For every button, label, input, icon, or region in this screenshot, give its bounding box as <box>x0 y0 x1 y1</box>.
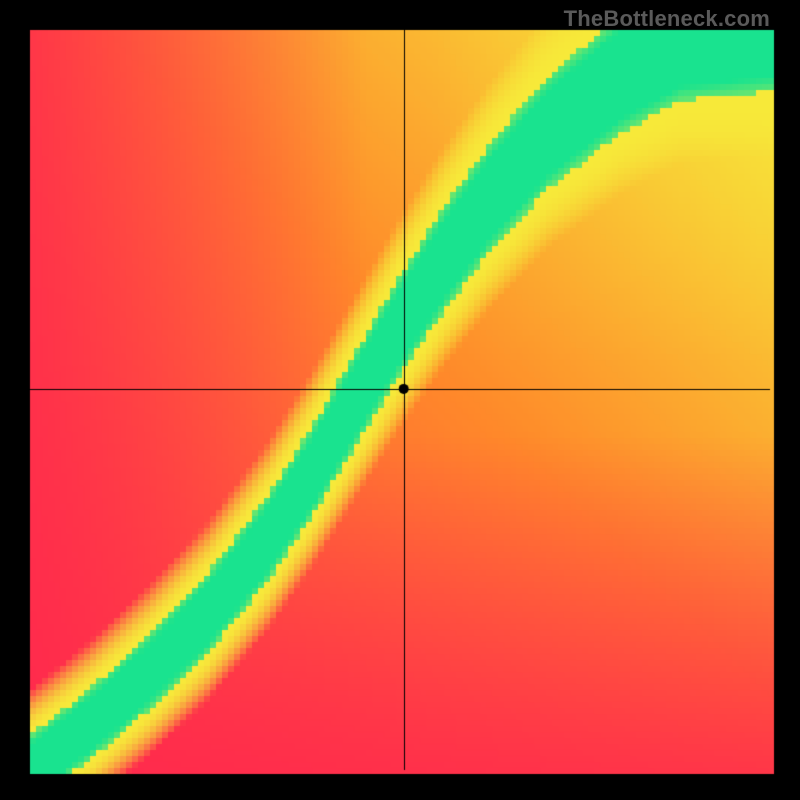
attribution-label: TheBottleneck.com <box>564 6 770 32</box>
chart-stage: TheBottleneck.com <box>0 0 800 800</box>
bottleneck-heatmap <box>0 0 800 800</box>
